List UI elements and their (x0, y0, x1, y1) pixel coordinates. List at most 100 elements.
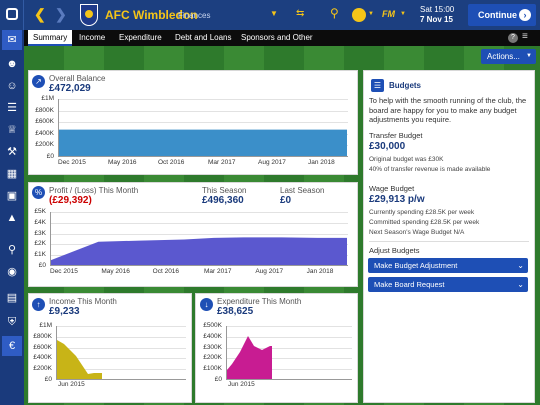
percent-icon: % (32, 186, 45, 199)
make-board-request-label: Make Board Request (374, 280, 445, 289)
y-tick-label: £0 (214, 376, 222, 383)
balance-icon: ↗ (32, 75, 45, 88)
sidebar-reports-icon[interactable]: ▤ (6, 292, 18, 304)
overall-balance-value: £472,029 (49, 83, 91, 94)
dropdown-chevron-icon[interactable]: ▼ (270, 9, 278, 18)
y-tick-label: £0 (38, 262, 46, 269)
x-tick-label: Dec 2015 (58, 159, 86, 166)
actions-label: Actions... (487, 52, 520, 61)
y-tick-label: £400K (33, 354, 52, 362)
x-tick-label: Aug 2017 (258, 159, 286, 166)
sidebar-schedule-icon[interactable]: ▦ (6, 168, 18, 180)
x-tick-label: May 2016 (101, 268, 130, 275)
tab-debt-and-loans[interactable]: Debt and Loans (175, 33, 232, 42)
last-season-value: £0 (280, 195, 292, 206)
sidebar-search-icon[interactable]: ⚲ (7, 244, 17, 256)
y-tick-label: £300K (203, 343, 222, 351)
expenditure-area (227, 336, 272, 379)
manager-icon[interactable] (352, 8, 366, 22)
tab-sponsors-and-other[interactable]: Sponsors and Other (241, 33, 313, 42)
x-tick-label: May 2016 (108, 159, 137, 166)
tab-bar (24, 30, 540, 46)
overall-balance-chart (58, 99, 348, 157)
sidebar-staff-icon[interactable]: ☺ (6, 80, 18, 92)
y-tick-label: £1M (39, 322, 52, 329)
tab-summary[interactable]: Summary (28, 30, 73, 46)
help-icon[interactable]: ? (508, 33, 518, 43)
y-tick-label: £1K (34, 251, 46, 259)
chevron-down-icon: ⌄ (517, 261, 524, 270)
y-tick-label: £600K (33, 343, 52, 351)
x-tick-label: Oct 2016 (158, 159, 185, 166)
x-tick-label: Jan 2018 (308, 159, 335, 166)
y-tick-label: £0 (44, 376, 52, 383)
overall-balance-title: Overall Balance (49, 74, 106, 83)
income-value: £9,233 (49, 306, 80, 317)
y-tick-label: £100K (203, 365, 222, 373)
forward-arrow-icon[interactable]: ❯ (55, 6, 67, 22)
make-budget-adjustment-button[interactable]: Make Budget Adjustment ⌄ (368, 258, 528, 273)
transfer-budget-value: £30,000 (369, 141, 406, 152)
this-season-value: £496,360 (202, 195, 244, 206)
x-tick-label: Oct 2016 (152, 268, 180, 275)
y-tick-label: £200K (203, 354, 222, 362)
sidebar-transfers-icon[interactable]: ▲ (6, 212, 18, 224)
expenditure-chart (226, 326, 352, 380)
y-tick-label: £1M (41, 95, 54, 102)
this-season-title: This Season (202, 186, 247, 195)
continue-button[interactable]: Continue › (468, 4, 536, 26)
club-name[interactable]: AFC Wimbledon (105, 8, 198, 22)
arrow-down-icon: ↓ (200, 298, 213, 311)
page-subtitle: Finances (178, 11, 211, 20)
wage-current-note: Currently spending £28.5K per week (369, 209, 475, 216)
wage-budget-value: £29,913 p/w (369, 194, 425, 205)
sidebar-scouting-icon[interactable]: ▣ (6, 190, 18, 202)
sidebar-tactics-icon[interactable]: ☰ (7, 102, 17, 114)
profit-area (51, 237, 347, 265)
transfer-revenue-note: 40% of transfer revenue is made availabl… (369, 166, 491, 173)
sidebar-squad-icon[interactable]: ☻ (6, 58, 18, 70)
expenditure-title: Expenditure This Month (217, 297, 302, 306)
fm-logo-icon[interactable]: FM (382, 9, 395, 19)
home-icon (6, 8, 18, 20)
expenditure-value: £38,625 (217, 306, 254, 317)
y-tick-label: £2K (34, 240, 46, 248)
sidebar-finances-icon[interactable]: € (2, 336, 22, 356)
tab-expenditure[interactable]: Expenditure (119, 33, 162, 42)
arrow-up-icon: ↑ (32, 298, 45, 311)
y-tick-label: £400K (203, 332, 222, 340)
budgets-title: Budgets (389, 81, 421, 90)
transfers-icon[interactable]: ⇆ (296, 8, 305, 19)
home-button[interactable] (0, 0, 24, 30)
y-tick-label: £4K (34, 218, 46, 226)
sidebar-inbox-icon[interactable]: ✉ (2, 30, 22, 50)
x-tick-label: Jan 2018 (306, 268, 334, 275)
chevron-down-icon[interactable]: ▼ (368, 11, 374, 17)
transfer-budget-title: Transfer Budget (369, 131, 423, 140)
sidebar-development-icon[interactable]: ⛨ (7, 316, 17, 328)
adjust-budgets-title: Adjust Budgets (369, 246, 420, 255)
sidebar-training-icon[interactable]: ⚒ (7, 146, 17, 158)
y-tick-label: £800K (35, 106, 54, 114)
income-title: Income This Month (49, 297, 117, 306)
menu-icon[interactable]: ≡ (522, 31, 528, 42)
y-tick-label: £3K (34, 229, 46, 237)
sidebar-club-vision-icon[interactable]: ◉ (7, 266, 17, 278)
chevron-down-icon: ⌄ (517, 280, 524, 289)
y-tick-label: £800K (33, 332, 52, 340)
arrow-right-icon: › (519, 9, 531, 21)
tab-income[interactable]: Income (79, 33, 106, 42)
continue-label: Continue (478, 10, 517, 20)
back-arrow-icon[interactable]: ❮ (34, 6, 46, 22)
x-tick-label: Dec 2015 (50, 268, 78, 275)
income-chart (56, 326, 186, 380)
budgets-panel (363, 70, 535, 403)
make-board-request-button[interactable]: Make Board Request ⌄ (368, 277, 528, 292)
chevron-down-icon[interactable]: ▼ (400, 11, 406, 17)
search-icon[interactable]: ⚲ (330, 6, 339, 20)
actions-button[interactable]: Actions... ▼ (481, 49, 536, 64)
y-tick-label: £200K (33, 365, 52, 373)
y-tick-label: £0 (46, 153, 54, 160)
budgets-intro: To help with the smooth running of the c… (369, 96, 527, 124)
sidebar-trophy-icon[interactable]: ♕ (7, 124, 17, 136)
